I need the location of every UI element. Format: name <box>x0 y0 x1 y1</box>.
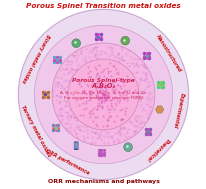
Text: Porous Spinel Transition metal oxides: Porous Spinel Transition metal oxides <box>26 3 180 9</box>
Circle shape <box>52 43 154 146</box>
Circle shape <box>68 59 138 130</box>
Text: AₓB₂O₄: AₓB₂O₄ <box>91 83 115 89</box>
Text: Binary metal oxides: Binary metal oxides <box>20 33 50 84</box>
Ellipse shape <box>74 142 78 143</box>
Text: A, B = Co, Ni, Zn, Mn, Fe, V, Sm, Li and Zn: A, B = Co, Ni, Zn, Mn, Fe, V, Sm, Li and… <box>60 91 146 95</box>
Text: Experimental: Experimental <box>172 92 184 129</box>
Text: ORR performance: ORR performance <box>44 149 89 176</box>
Text: ORR mechanisms and pathways: ORR mechanisms and pathways <box>47 179 159 184</box>
Circle shape <box>34 25 172 164</box>
Ellipse shape <box>74 149 78 150</box>
Circle shape <box>120 36 129 45</box>
Text: Nanostructured: Nanostructured <box>154 34 182 73</box>
Circle shape <box>71 39 80 48</box>
FancyBboxPatch shape <box>74 142 78 150</box>
Text: Ternary metal oxides: Ternary metal oxides <box>20 104 51 157</box>
Circle shape <box>123 143 132 152</box>
Text: For oxygen reduction reaction (ORR): For oxygen reduction reaction (ORR) <box>63 96 143 100</box>
Text: Porous Spinel-type: Porous Spinel-type <box>72 78 134 83</box>
Text: Theoretical: Theoretical <box>145 136 170 162</box>
Circle shape <box>18 9 188 180</box>
Polygon shape <box>155 106 163 113</box>
